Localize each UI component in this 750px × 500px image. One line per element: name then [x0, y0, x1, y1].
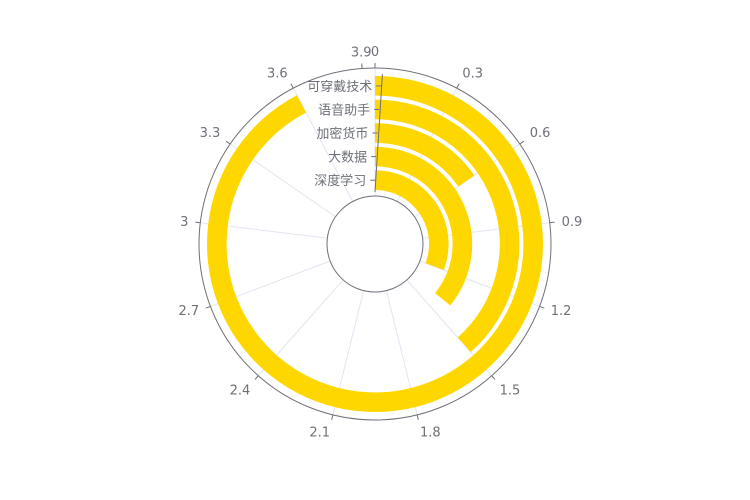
radius-axis-labels: 深度学习 大数据 加密货币 语音助手 可穿戴技术 [307, 79, 372, 189]
angle-tick-label: 3.3 [200, 126, 221, 141]
angle-tick [416, 414, 419, 420]
angle-tick-label: 1.8 [420, 426, 441, 441]
angle-tick-label: 3.6 [267, 67, 288, 82]
category-label: 深度学习 [314, 173, 366, 189]
angle-tick [456, 83, 460, 89]
category-label: 加密货币 [316, 126, 368, 142]
angle-split-lines [200, 68, 550, 416]
bar-series [206, 76, 543, 412]
angle-tick-label: 1.2 [551, 304, 572, 319]
angle-tick [225, 140, 231, 145]
angle-tick [205, 305, 211, 309]
category-label: 语音助手 [318, 102, 370, 118]
bar [375, 99, 520, 353]
bar [375, 170, 449, 271]
angle-tick-label: 0 [371, 45, 379, 60]
angle-tick-label: 0.6 [530, 126, 551, 141]
angle-tick-label: 2.4 [230, 384, 251, 399]
angle-tick [519, 140, 525, 145]
angle-tick-label: 3 [180, 215, 188, 230]
angle-tick [254, 375, 259, 380]
angle-tick-label: 1.5 [500, 384, 521, 399]
angle-tick [195, 221, 201, 224]
radius-axis-ticks [370, 85, 382, 181]
inner-radius-circle [326, 195, 424, 293]
radius-axis-line [374, 74, 383, 193]
category-label: 大数据 [328, 151, 367, 166]
angle-axis-ticks: 0 0.3 0.6 0.9 1.2 1.5 1.8 2.1 2.4 2.7 3 3.3 3.6 3.9 [179, 45, 583, 441]
angle-tick [549, 221, 555, 224]
angle-tick-label: 0.3 [462, 67, 483, 82]
bar [375, 123, 475, 187]
angle-tick-label: 2.7 [179, 304, 200, 319]
bar [375, 146, 473, 306]
angle-tick-label: 3.9 [351, 46, 372, 61]
angle-tick [290, 83, 294, 89]
angle-tick-label: 2.1 [309, 426, 330, 441]
category-label: 可穿戴技术 [307, 79, 372, 95]
angle-tick [331, 414, 334, 420]
angle-tick [539, 305, 545, 309]
angle-tick-label: 0.9 [562, 215, 583, 230]
angle-tick [491, 375, 496, 380]
